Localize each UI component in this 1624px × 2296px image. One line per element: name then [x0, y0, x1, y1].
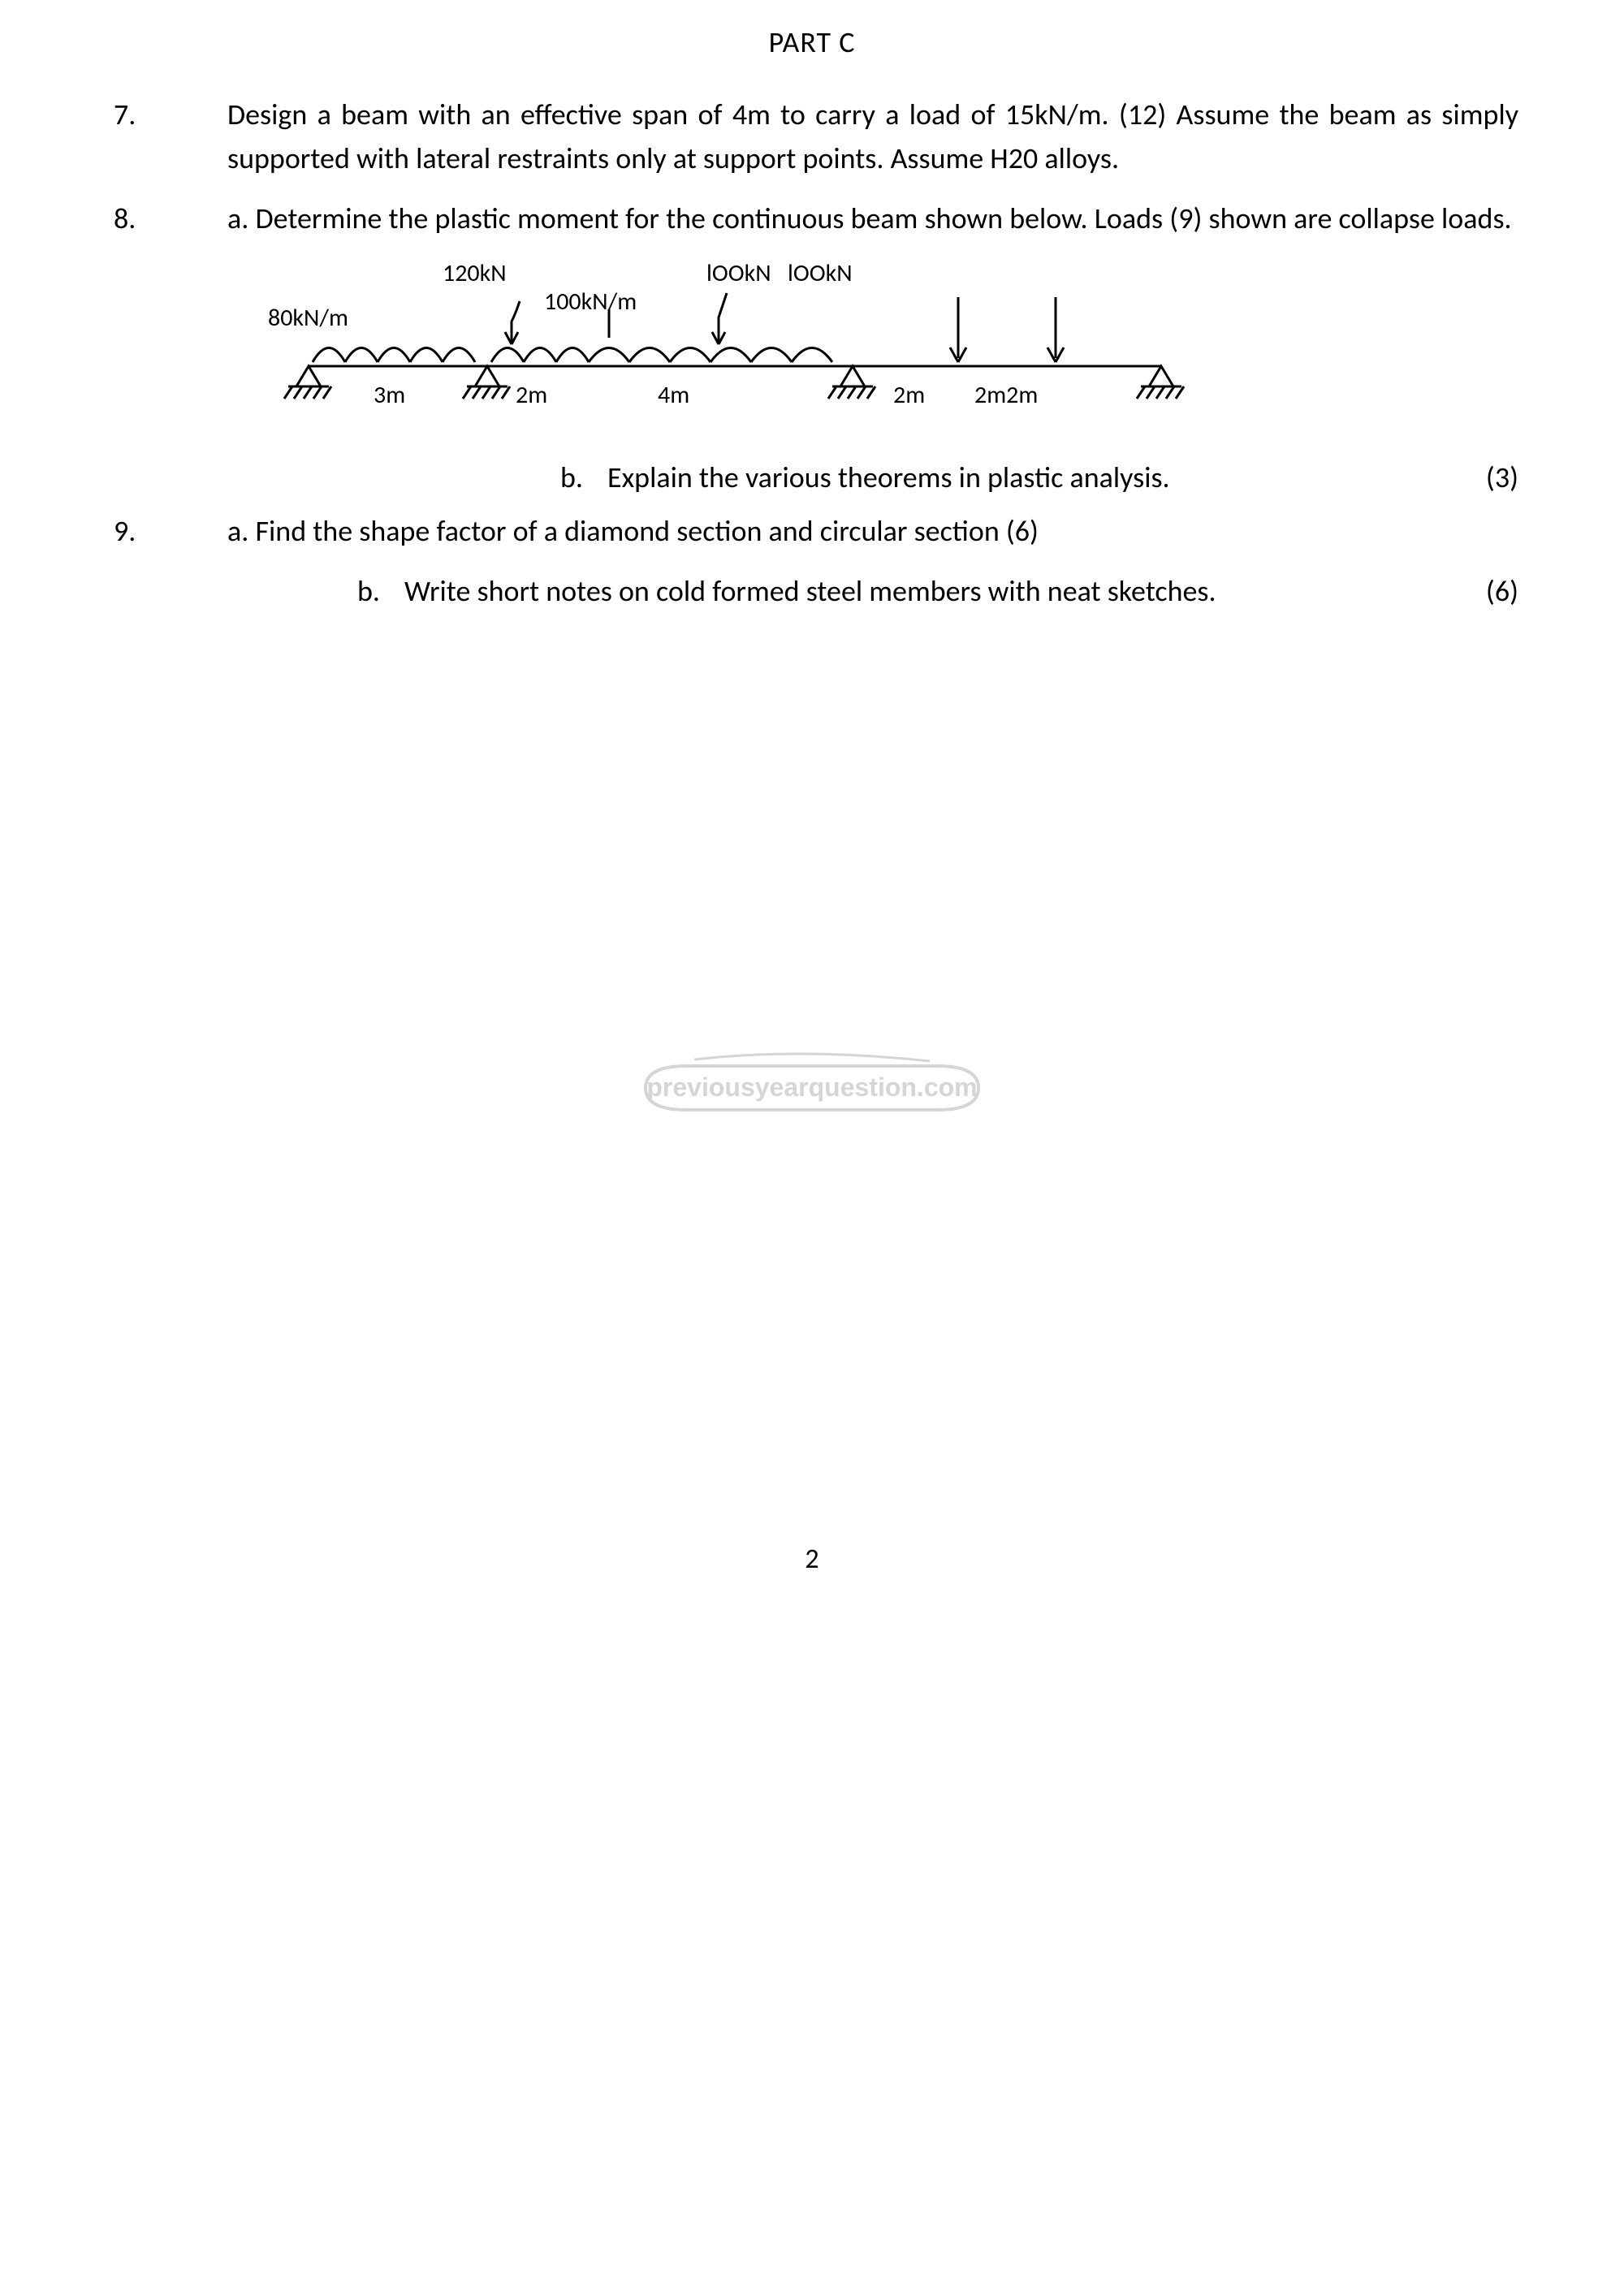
load-120-label: 120kN — [443, 258, 507, 288]
beam-diagram: 80kN/m 120kN 100kN/m lOOkN lOOkN 3m 2m 4… — [268, 257, 1518, 431]
load-arrow-r1 — [950, 297, 966, 362]
question-8a: 8. a. Determine the plastic moment for t… — [106, 196, 1518, 240]
question-number: 7. — [106, 93, 227, 136]
question-7: 7. Design a beam with an effective span … — [106, 93, 1518, 180]
page-content: PART C 7. Design a beam with an effectiv… — [0, 0, 1624, 613]
span-3m: 3m — [374, 380, 405, 410]
marks: (6) — [1445, 569, 1518, 613]
span-4m: 4m — [658, 380, 689, 410]
udl-100-label: 100kN/m — [544, 287, 637, 317]
support-4 — [1137, 366, 1184, 399]
question-number: 9. — [106, 509, 227, 553]
udl-80 — [313, 348, 475, 363]
sub-label: b. — [357, 569, 380, 613]
question-9a: 9. a. Find the shape factor of a diamond… — [106, 509, 1518, 553]
sub-text: Explain the various theorems in plastic … — [607, 455, 1445, 499]
page-number: 2 — [805, 1543, 818, 1576]
question-text: a. Find the shape factor of a diamond se… — [227, 509, 1518, 553]
support-2 — [463, 366, 510, 399]
support-1 — [284, 366, 331, 399]
sub-label: b. — [560, 455, 583, 499]
udl-100 — [491, 348, 832, 363]
sub-text: Write short notes on cold formed steel m… — [404, 569, 1445, 613]
question-9b: b. Write short notes on cold formed stee… — [106, 569, 1518, 613]
question-8b: b. Explain the various theorems in plast… — [106, 455, 1518, 499]
question-text: a. Determine the plastic moment for the … — [227, 196, 1518, 240]
support-3 — [828, 366, 875, 399]
load-l2-label: lOOkN — [788, 258, 853, 288]
span-2m: 2m — [516, 380, 547, 410]
load-arrow-r2 — [1047, 297, 1064, 362]
part-title: PART C — [106, 24, 1518, 60]
load-l1 — [712, 293, 727, 344]
span-2m2m: 2m2m — [974, 380, 1038, 410]
load-l1-label: lOOkN — [706, 258, 771, 288]
beam-svg: 80kN/m 120kN 100kN/m lOOkN lOOkN 3m 2m 4… — [268, 257, 1202, 427]
udl-80-label: 80kN/m — [268, 303, 348, 333]
question-number: 8. — [106, 196, 227, 240]
load-120kn — [505, 301, 520, 344]
question-text: Design a beam with an effective span of … — [227, 93, 1518, 180]
marks: (3) — [1445, 455, 1518, 499]
watermark: previousyearquestion.com — [637, 1051, 987, 1124]
svg-text:previousyearquestion.com: previousyearquestion.com — [646, 1072, 977, 1102]
span-2m-b: 2m — [893, 380, 925, 410]
